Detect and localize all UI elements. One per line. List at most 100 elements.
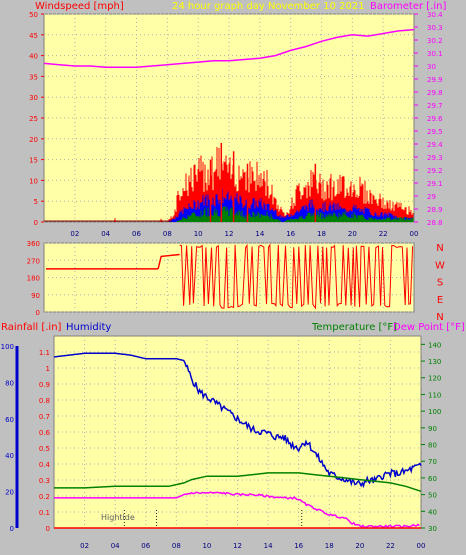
windspeed-tick-label: 35: [29, 73, 38, 81]
barometer-axis-title: Barometer [.in]: [370, 1, 446, 12]
rainfall-tick-label: 0.5: [39, 445, 50, 453]
x-tick-label: 20: [355, 542, 364, 550]
x-tick-label: 20: [348, 230, 357, 238]
humidity-legend: Humidity: [66, 322, 111, 333]
temperature-tick-label: 140: [428, 341, 441, 349]
temperature-tick-label: 90: [428, 425, 437, 433]
barometer-tick-label: 30.1: [427, 50, 443, 58]
windspeed-tick-label: 5: [34, 198, 38, 206]
x-tick-label: 22: [379, 230, 388, 238]
barometer-tick-label: 28.8: [427, 219, 443, 227]
graph-period-title: 24 hour graph day November 10 2021: [172, 1, 365, 12]
humidity-tick-label: 100: [1, 343, 14, 351]
wind-barometer-lines: [43, 28, 415, 69]
humidity-line: [53, 352, 422, 489]
temperature-tick-label: 130: [428, 358, 441, 366]
rainfall-tick-label: 0.6: [39, 429, 51, 437]
barometer-tick-label: 29.3: [427, 154, 443, 162]
humidity-tick-label: 40: [5, 452, 14, 460]
temperature-tick-label: 110: [428, 391, 441, 399]
x-tick-label: 06: [141, 542, 150, 550]
windspeed-tick-label: 20: [29, 136, 38, 144]
temperature-tick-label: 100: [428, 408, 441, 416]
x-tick-label: 04: [111, 542, 120, 550]
x-tick-label: 14: [264, 542, 273, 550]
windspeed-tick-label: 45: [29, 32, 38, 40]
compass-label: E: [437, 295, 443, 306]
x-tick-label: 12: [225, 230, 234, 238]
rainfall-tick-label: 0: [46, 525, 50, 533]
direction-axis-ticks: 0 90 180 270 360: [27, 240, 40, 317]
direction-rise: [157, 253, 180, 270]
barometer-tick-label: 29: [427, 193, 436, 201]
rainfall-tick-label: 1.1: [39, 349, 50, 357]
windspeed-axis-title: Windspeed [mph]: [35, 1, 124, 12]
x-tick-label: 16: [294, 542, 303, 550]
temperature-tick-label: 80: [428, 442, 437, 450]
rainfall-tick-label: 0.3: [39, 477, 50, 485]
x-tick-label: 08: [172, 542, 181, 550]
dewpoint-line: [54, 491, 420, 529]
humidity-tick-label: 60: [5, 416, 14, 424]
rainfall-tick-label: 0.4: [39, 461, 51, 469]
barometer-tick-label: 29.5: [427, 128, 443, 136]
barometer-tick-label: 29.9: [427, 76, 443, 84]
rainfall-axis-ticks: 0 0.1 0.2 0.3 0.4 0.5 0.6 0.7 0.8 0.9 1 1.1: [39, 349, 51, 533]
windspeed-tick-label: 30: [29, 94, 38, 102]
barometer-tick-label: 29.1: [427, 180, 443, 188]
barometer-tick-label: 29.4: [427, 141, 443, 149]
windspeed-tick-label: 10: [29, 177, 38, 185]
temperature-line: [54, 472, 422, 493]
barometer-line: [43, 28, 415, 69]
temp-panel-x-ticks: 02 04 06 08 10 12 14 16 18 20 22 00: [80, 542, 425, 550]
wind-panel-x-ticks: 02 04 06 08 10 12 14 16 18 20 22 00: [70, 230, 418, 238]
barometer-axis-ticks: 28.8 28.9 29 29.1 29.2 29.3 29.4 29.5 29.6 29.7 29…: [414, 11, 443, 227]
direction-oscillation: [179, 243, 414, 310]
temperature-tick-label: 60: [428, 475, 437, 483]
rainfall-tick-label: 0.8: [39, 397, 50, 405]
x-tick-label: 00: [417, 542, 426, 550]
rainfall-tick-label: 0.7: [39, 413, 50, 421]
x-tick-label: 06: [132, 230, 141, 238]
x-tick-label: 18: [317, 230, 326, 238]
barometer-tick-label: 30.4: [427, 11, 443, 19]
wind-direction-line: [46, 243, 414, 310]
direction-tick-label: 180: [27, 275, 40, 283]
x-tick-label: 14: [255, 230, 264, 238]
windspeed-tick-label: 15: [29, 157, 38, 165]
rainfall-tick-label: 0.9: [39, 381, 50, 389]
x-tick-label: 18: [325, 542, 334, 550]
temperature-tick-label: 50: [428, 492, 437, 500]
barometer-tick-label: 30.2: [427, 37, 443, 45]
windspeed-tick-label: 25: [29, 115, 38, 123]
direction-tick-label: 90: [31, 292, 40, 300]
temperature-legend: Temperature [°F]: [311, 322, 397, 333]
x-tick-label: 02: [80, 542, 89, 550]
windspeed-tick-label: 40: [29, 53, 38, 61]
direction-tick-label: 0: [36, 309, 40, 317]
windspeed-tick-label: 0: [34, 219, 38, 227]
x-tick-label: 08: [163, 230, 172, 238]
humidity-axis-ticks: 0 20 40 60 80 100: [1, 343, 19, 533]
barometer-tick-label: 29.6: [427, 115, 443, 123]
temperature-tick-label: 70: [428, 458, 437, 466]
temp-humidity-lines: [53, 352, 422, 529]
direction-tick-label: 360: [27, 240, 40, 248]
tide-marks: [123, 510, 303, 528]
x-tick-label: 16: [286, 230, 295, 238]
barometer-tick-label: 29.7: [427, 102, 443, 110]
temperature-tick-label: 120: [428, 375, 441, 383]
direction-tick-label: 270: [27, 257, 40, 265]
wind-bars: [44, 142, 414, 222]
x-tick-label: 12: [233, 542, 242, 550]
windspeed-axis-ticks: 0 5 10 15 20 25 30 35 40 45 50: [29, 11, 44, 227]
rainfall-tick-label: 0.1: [39, 509, 50, 517]
rainfall-tick-label: 0.2: [39, 493, 50, 501]
rainfall-legend: Rainfall [.in]: [1, 322, 62, 333]
barometer-tick-label: 29.8: [427, 89, 443, 97]
x-tick-label: 10: [202, 542, 211, 550]
barometer-tick-label: 28.9: [427, 206, 443, 214]
x-tick-label: 02: [70, 230, 79, 238]
